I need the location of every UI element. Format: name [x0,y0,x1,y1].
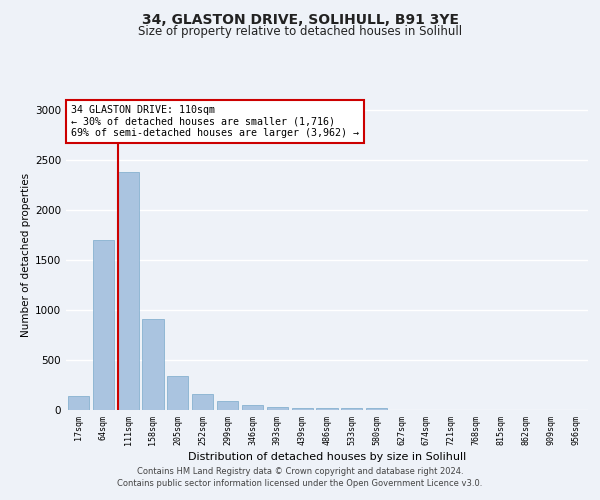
Bar [93,240,114,410]
Text: Contains HM Land Registry data © Crown copyright and database right 2024.: Contains HM Land Registry data © Crown c… [137,467,463,476]
X-axis label: Distribution of detached houses by size in Solihull: Distribution of detached houses by size … [188,452,466,462]
Text: Size of property relative to detached houses in Solihull: Size of property relative to detached ho… [138,25,462,38]
Y-axis label: Number of detached properties: Number of detached properties [21,173,31,337]
Bar [292,408,313,410]
Bar [242,404,263,410]
Text: Contains public sector information licensed under the Open Government Licence v3: Contains public sector information licen… [118,478,482,488]
Bar [68,396,89,410]
Text: 34, GLASTON DRIVE, SOLIHULL, B91 3YE: 34, GLASTON DRIVE, SOLIHULL, B91 3YE [142,12,458,26]
Bar [267,406,288,410]
Bar [341,408,362,410]
Bar [366,408,387,410]
Bar [192,394,213,410]
Bar [167,376,188,410]
Text: 34 GLASTON DRIVE: 110sqm
← 30% of detached houses are smaller (1,716)
69% of sem: 34 GLASTON DRIVE: 110sqm ← 30% of detach… [71,104,359,138]
Bar [118,172,139,410]
Bar [217,401,238,410]
Bar [142,319,164,410]
Bar [316,408,338,410]
